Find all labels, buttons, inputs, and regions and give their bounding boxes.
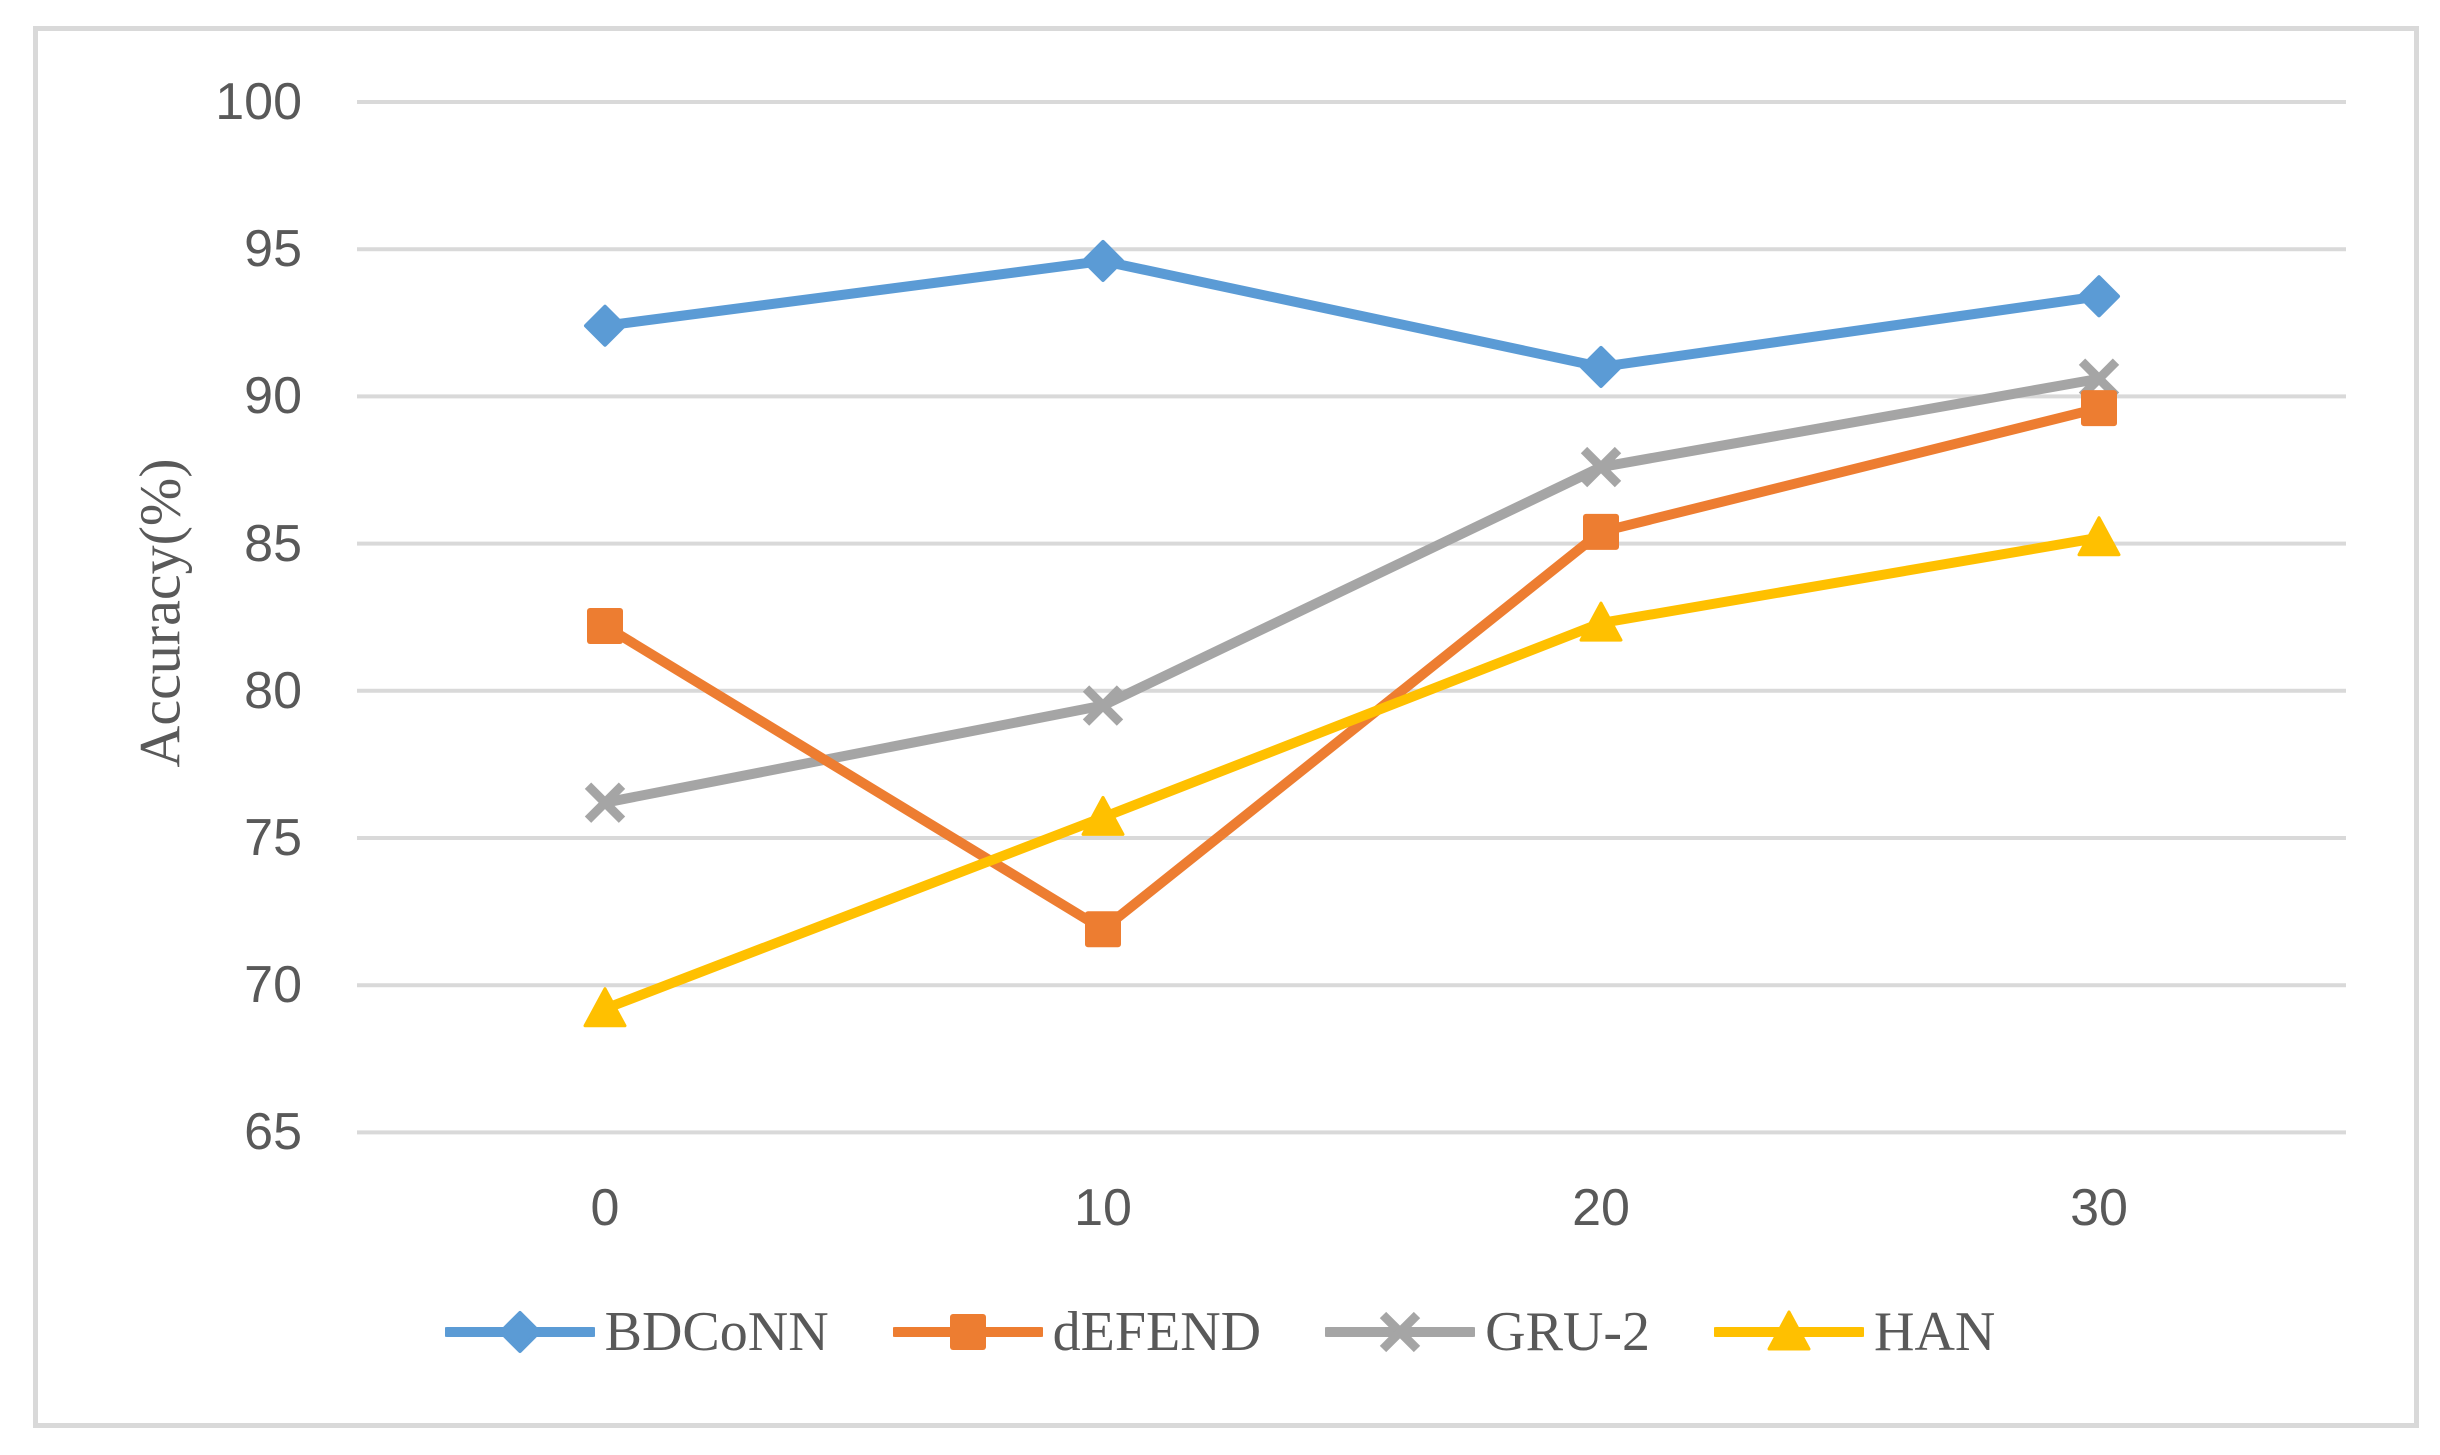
legend-item-dEFEND: dEFEND	[892, 1300, 1262, 1364]
square-marker	[1085, 911, 1121, 948]
x-tick-label: 0	[590, 1179, 620, 1237]
square-marker	[587, 608, 623, 645]
legend-marker-diamond-icon	[444, 1311, 595, 1353]
series-markers-BDCoNN	[584, 239, 2120, 388]
series-line-dEFEND	[600, 403, 2104, 935]
triangle-marker	[2077, 516, 2121, 557]
series-line-BDCoNN	[600, 255, 2104, 372]
legend-item-GRU-2: GRU-2	[1325, 1300, 1650, 1364]
x-marker	[1379, 1311, 1421, 1353]
y-tick-label: 90	[244, 367, 302, 426]
series-markers	[583, 239, 2121, 1028]
square-marker	[949, 1314, 986, 1350]
legend-marker-x-icon	[1325, 1311, 1476, 1353]
x-marker	[1082, 685, 1124, 726]
x-marker	[1580, 446, 1622, 488]
square-marker	[1583, 513, 1619, 550]
x-marker	[2078, 358, 2120, 399]
y-tick-label: 75	[244, 809, 302, 867]
diamond-marker	[1580, 345, 1622, 388]
triangle-marker	[1579, 601, 1623, 642]
legend-item-HAN: HAN	[1714, 1300, 1995, 1364]
legend-label: GRU-2	[1485, 1301, 1651, 1363]
series-markers-dEFEND	[587, 390, 2117, 948]
triangle-marker	[1767, 1310, 1811, 1351]
series-markers-HAN	[583, 516, 2121, 1028]
series-markers-GRU-2	[584, 358, 2120, 823]
x-tick-label: 10	[1074, 1179, 1132, 1237]
legend-item-BDCoNN: BDCoNN	[444, 1300, 829, 1364]
series-line-GRU-2	[600, 373, 2104, 808]
legend-label: dEFEND	[1052, 1301, 1262, 1363]
triangle-marker	[1081, 795, 1125, 836]
x-marker	[584, 782, 626, 823]
chart-frame-border	[33, 26, 2419, 1428]
diamond-marker	[2078, 275, 2120, 318]
diamond-marker	[584, 304, 626, 347]
legend-marker-triangle-icon	[1714, 1310, 1865, 1351]
legend: BDCoNN dEFEND GRU-2 HAN	[0, 1300, 2440, 1364]
triangle-marker	[583, 987, 627, 1028]
diamond-marker	[498, 1311, 541, 1353]
y-tick-label: 70	[244, 956, 302, 1015]
legend-label: HAN	[1874, 1301, 1996, 1363]
x-tick-label: 30	[2070, 1179, 2128, 1237]
series-line-HAN	[600, 532, 2104, 1014]
legend-label: BDCoNN	[604, 1301, 829, 1363]
x-tick-label: 20	[1572, 1179, 1630, 1237]
y-tick-label: 65	[244, 1103, 302, 1162]
square-marker	[2081, 390, 2117, 427]
legend-marker-square-icon	[892, 1314, 1043, 1350]
series-lines	[600, 255, 2104, 1014]
diamond-marker	[1082, 239, 1124, 282]
y-tick-label: 85	[244, 514, 302, 573]
y-axis-title: Accuracy(%)	[127, 458, 193, 768]
y-tick-label: 100	[215, 73, 302, 131]
y-tick-label: 80	[244, 661, 302, 720]
y-tick-label: 95	[244, 220, 302, 279]
gridlines	[357, 100, 2346, 1135]
